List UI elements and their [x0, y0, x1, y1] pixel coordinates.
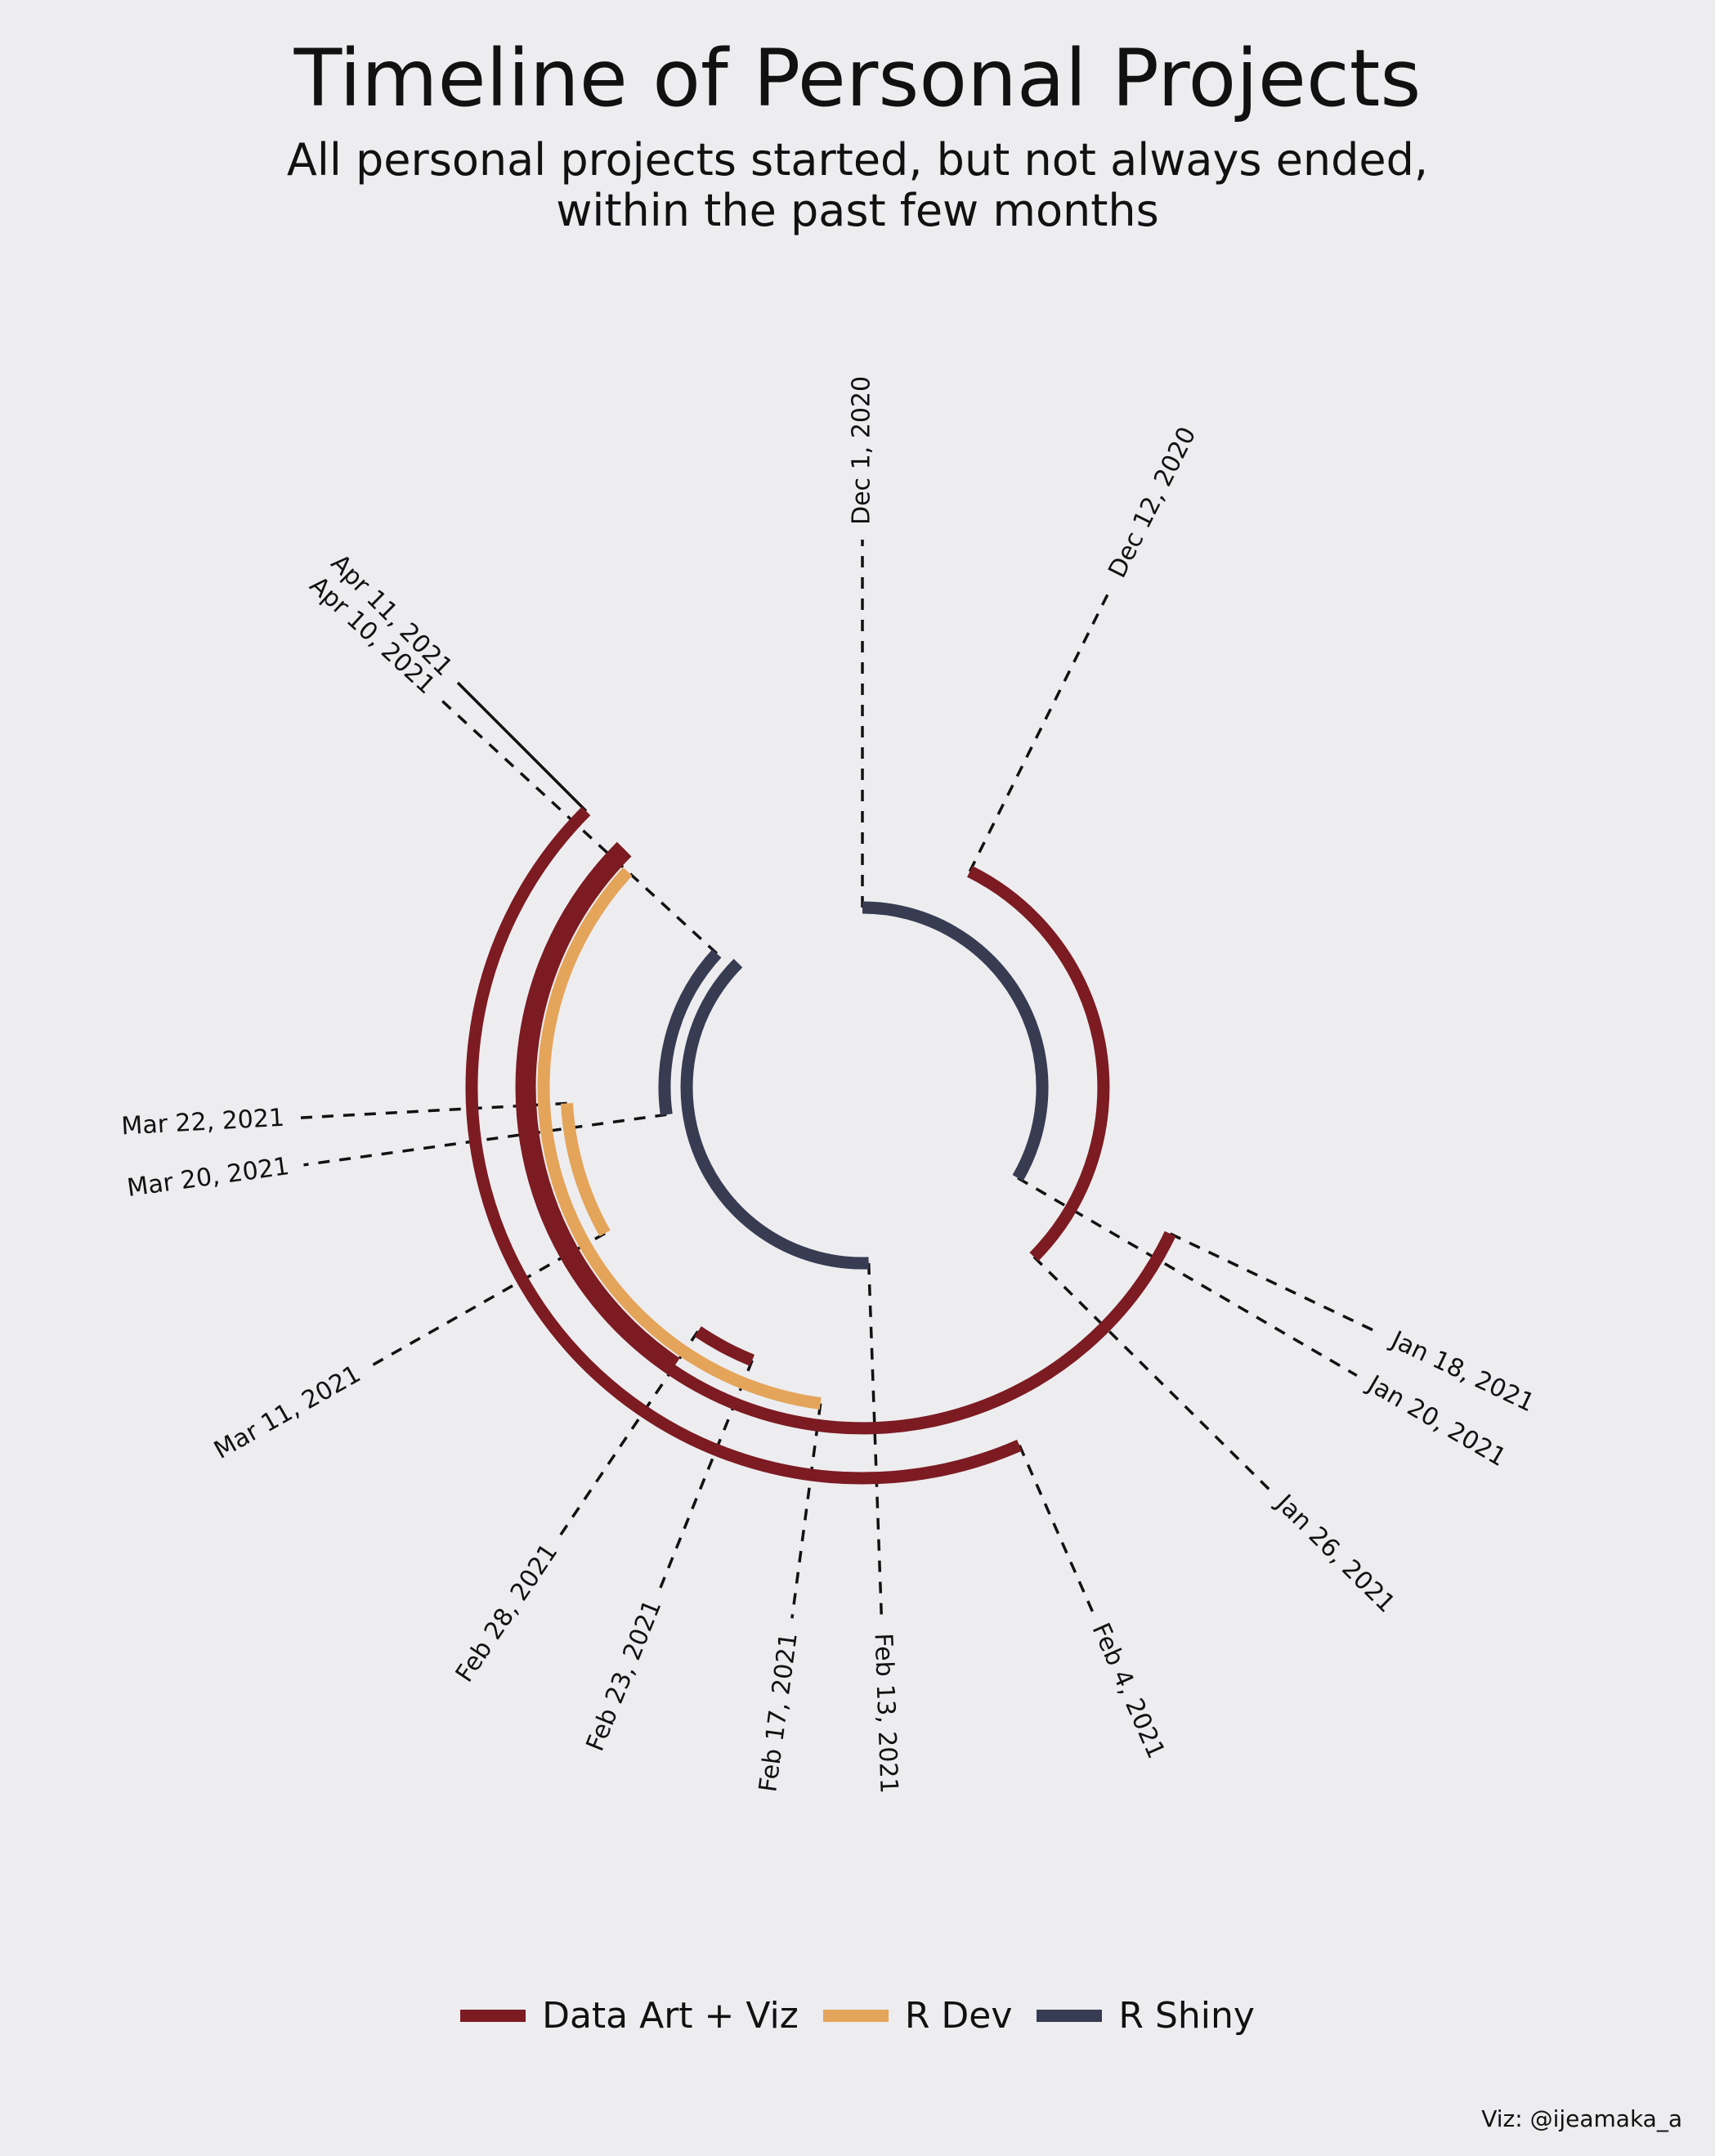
date-label-6: Feb 4, 2021 — [1086, 1619, 1170, 1763]
chart-subtitle: All personal projects started, but not a… — [0, 135, 1715, 236]
leader-line-7 — [866, 1262, 884, 1619]
project-arc-5 — [523, 847, 680, 1369]
date-label-7: Feb 13, 2021 — [869, 1633, 903, 1794]
credit-caption: Viz: @ijeamaka_a — [1481, 2105, 1682, 2132]
project-arc-3 — [515, 841, 1176, 1435]
legend-label-data-art: Data Art + Viz — [542, 1995, 799, 2037]
leader-line-6 — [1018, 1444, 1095, 1612]
date-label-13: Mar 22, 2021 — [121, 1104, 285, 1141]
date-label-11: Mar 11, 2021 — [209, 1360, 365, 1465]
leader-line-15 — [456, 681, 588, 813]
project-arc-2 — [967, 866, 1110, 1262]
leader-line-12 — [303, 1113, 667, 1167]
leader-line-3 — [1169, 1232, 1380, 1335]
date-label-2: Dec 12, 2020 — [1103, 423, 1202, 583]
legend-swatch-data-art — [460, 2010, 526, 2022]
legend-label-r-dev: R Dev — [904, 1995, 1013, 2037]
date-label-1: Dec 1, 2020 — [848, 376, 876, 525]
legend-item-r-dev: R Dev — [822, 1995, 1013, 2037]
date-leader-lines — [298, 540, 1380, 1619]
project-arc-8 — [694, 1326, 755, 1366]
legend-swatch-r-dev — [822, 2010, 889, 2022]
legend: Data Art + Viz R Dev R Shiny — [0, 1995, 1715, 2037]
legend-item-data-art: Data Art + Viz — [460, 1995, 799, 2037]
project-arc-10 — [658, 949, 722, 1116]
date-label-9: Feb 23, 2021 — [581, 1596, 668, 1755]
legend-item-r-shiny: R Shiny — [1037, 1995, 1255, 2037]
date-label-8: Feb 17, 2021 — [754, 1631, 804, 1794]
leader-line-2 — [968, 589, 1112, 872]
date-label-12: Mar 20, 2021 — [125, 1152, 291, 1203]
legend-swatch-r-shiny — [1037, 2010, 1103, 2022]
chart-title: Timeline of Personal Projects — [293, 33, 1422, 124]
project-arc-1 — [862, 901, 1049, 1181]
leader-line-8 — [790, 1403, 822, 1619]
subtitle-line-1: All personal projects started, but not a… — [286, 134, 1429, 186]
leader-line-5 — [1032, 1256, 1271, 1491]
date-label-5: Jan 26, 2021 — [1269, 1488, 1401, 1618]
project-arc-6 — [537, 867, 822, 1410]
project-arc-7 — [561, 1103, 611, 1237]
subtitle-line-2: within the past few months — [556, 185, 1159, 236]
date-label-10: Feb 28, 2021 — [450, 1539, 564, 1688]
legend-label-r-shiny: R Shiny — [1118, 1995, 1255, 2037]
project-arc-9 — [680, 958, 869, 1270]
project-arc-4 — [465, 806, 1023, 1485]
project-arcs — [465, 806, 1176, 1485]
